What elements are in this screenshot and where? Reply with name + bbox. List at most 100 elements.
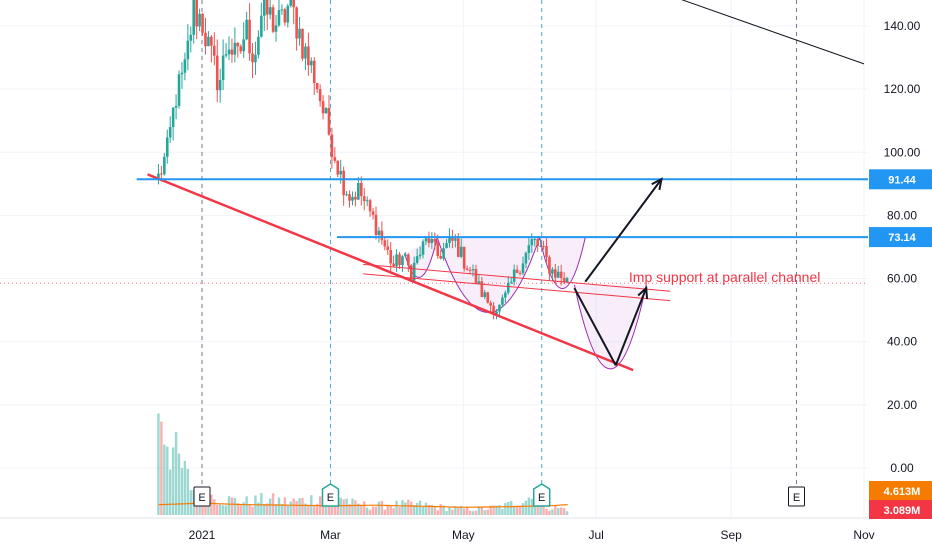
candle-body [565, 278, 569, 283]
volume-bar [207, 505, 210, 515]
candle-body [477, 281, 481, 284]
volume-bar [483, 510, 486, 515]
time-tick-label: Sep [720, 528, 742, 542]
volume-bar [224, 505, 228, 515]
volume-bar [183, 461, 187, 515]
volume-bar [545, 508, 548, 515]
candle-body [301, 28, 304, 59]
volume-bar [248, 504, 251, 515]
volume-bar [401, 499, 404, 515]
candle-body [186, 40, 190, 60]
volume-bar [218, 504, 222, 515]
candle-body [298, 28, 301, 39]
earnings-badge-2[interactable]: E [532, 483, 551, 507]
candle-body [160, 173, 163, 175]
candle-body [274, 25, 278, 32]
candle-body [471, 269, 475, 271]
candle-body [465, 268, 469, 270]
candle-body [530, 239, 534, 246]
price-level-badge-label: 73.14 [888, 232, 916, 244]
candle-body [556, 271, 560, 278]
candle-body [204, 32, 207, 47]
candle-body [365, 200, 369, 202]
candle-body [207, 36, 210, 47]
volume-bar [392, 508, 395, 515]
target-arrow-up-head [651, 177, 663, 191]
volume-bar [363, 501, 366, 515]
candle-body [321, 101, 325, 114]
volume-bar [442, 505, 445, 515]
volume-bar [498, 505, 501, 515]
volume-bar [186, 468, 190, 515]
candle-body [195, 0, 198, 27]
time-axis[interactable]: 2021 Mar May Jul Sep Nov [0, 517, 875, 550]
volume-bar [554, 505, 557, 515]
volume-bar [468, 510, 472, 515]
volume-bar [415, 502, 419, 515]
volume-bar [507, 501, 510, 515]
candle-body [468, 269, 472, 271]
volume-bar [283, 497, 287, 515]
candle-body [177, 74, 181, 106]
volume-bar [171, 447, 175, 515]
volume-bar [445, 511, 448, 515]
projection-arrows [573, 177, 663, 366]
candle-body [454, 238, 457, 241]
earnings-badge-0[interactable]: E [193, 486, 211, 507]
candle-body [271, 7, 275, 32]
candle-body [345, 194, 348, 196]
target-arrow-up-shaft [584, 178, 663, 283]
volume-bars [157, 413, 569, 515]
volume-bar [471, 511, 475, 515]
candle-body [536, 239, 539, 247]
volume-bar [263, 504, 266, 515]
volume-bar [510, 501, 513, 515]
candle-body [189, 34, 193, 41]
earnings-badge-3[interactable]: E [787, 486, 805, 507]
candle-body [439, 256, 442, 259]
volume-bar [413, 505, 416, 515]
candle-body [554, 269, 557, 278]
volume-bar [239, 505, 242, 515]
candle-body [342, 170, 345, 196]
candle-body [315, 83, 319, 90]
candle-body [292, 0, 295, 8]
drawn-lines [136, 0, 868, 372]
volume-bar [501, 508, 504, 515]
price-level-badge-label: 91.44 [888, 174, 916, 186]
grid [0, 0, 868, 518]
candle-body [312, 60, 316, 84]
volume-bar [560, 507, 563, 515]
price-axis[interactable]: 140.00 120.00 100.00 80.00 60.00 40.00 20.00 0.… [868, 0, 932, 550]
candle-body [430, 238, 434, 243]
earnings-badge-1[interactable]: E [321, 483, 340, 507]
volume-badge-bg [869, 500, 932, 519]
candle-body [562, 277, 566, 283]
volume-bar [548, 510, 551, 515]
candle-body [395, 254, 398, 267]
candle-body [227, 49, 231, 55]
candle-body [451, 237, 454, 241]
candle-body [180, 72, 184, 75]
candle-body [230, 49, 234, 55]
candle-body [265, 0, 269, 15]
candle-body [401, 256, 404, 266]
volume-bar [280, 503, 284, 515]
volume-bar [410, 501, 413, 515]
volume-bar [386, 505, 389, 515]
volume-bar [451, 509, 454, 515]
volume-bar [257, 502, 260, 515]
candle-body [168, 126, 172, 138]
volume-bar [515, 506, 519, 515]
candle-body [289, 0, 293, 6]
volume-bar [277, 497, 281, 515]
volume-bar [313, 506, 316, 515]
volume-bar [292, 498, 295, 515]
candle-body [489, 302, 492, 306]
volume-bar [424, 502, 428, 515]
candle-body [504, 292, 507, 298]
earnings-badge-shape [787, 486, 805, 507]
candle-body [336, 160, 340, 175]
